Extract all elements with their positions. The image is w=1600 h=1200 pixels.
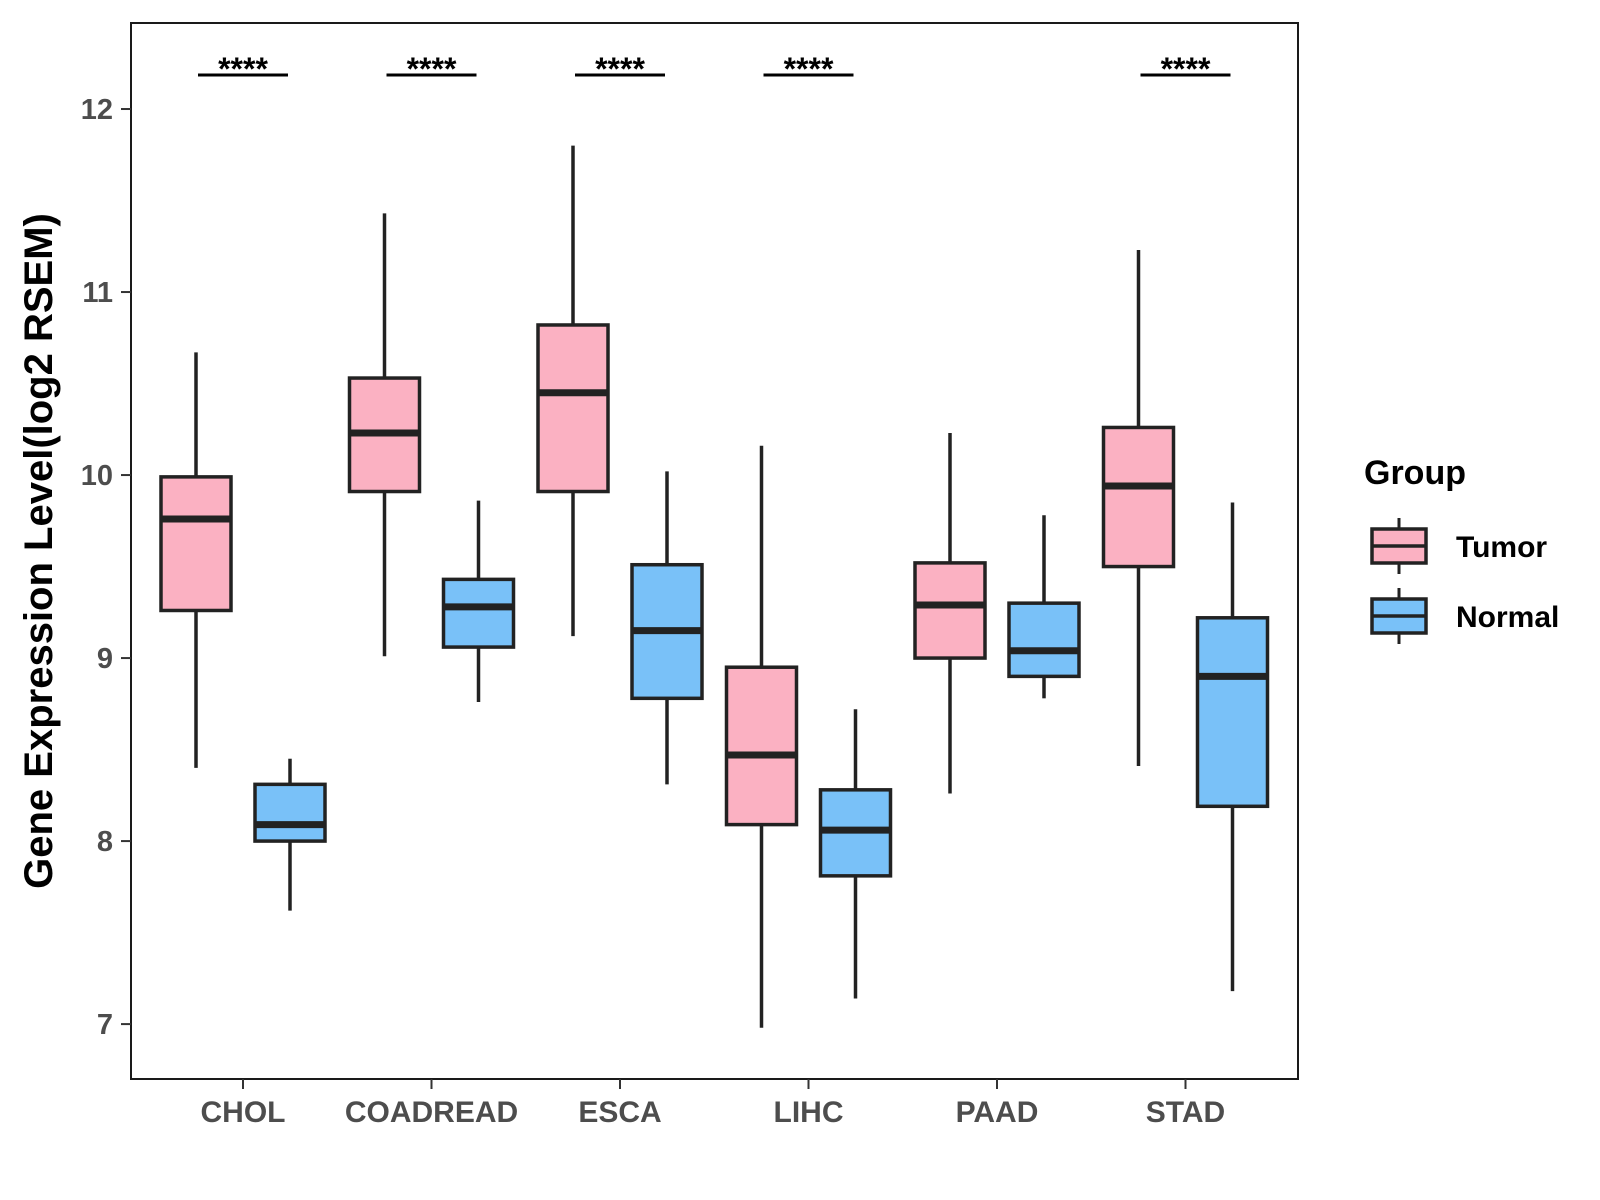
y-tick-label: 12 xyxy=(81,94,113,126)
y-tick-label: 8 xyxy=(97,826,113,858)
box-tumor-chol xyxy=(159,352,233,768)
box-body xyxy=(1101,425,1176,569)
x-tick-label: COADREAD xyxy=(345,1096,518,1129)
x-tick-label: STAD xyxy=(1146,1096,1225,1129)
significance-annotations: **** **** **** **** **** xyxy=(198,51,1231,87)
box-body xyxy=(913,561,987,660)
legend-label: Normal xyxy=(1456,601,1559,634)
y-axis-title: Gene Expression Level(log2 RSEM) xyxy=(17,213,61,889)
box-normal-coadread xyxy=(441,500,516,702)
box-body xyxy=(441,577,516,649)
legend-label: Tumor xyxy=(1456,531,1547,564)
legend-title: Group xyxy=(1364,454,1466,492)
legend: Group Tumor Normal xyxy=(1364,454,1559,644)
box-tumor-esca xyxy=(536,145,610,637)
box-normal-esca xyxy=(630,471,704,785)
x-axis: CHOL COADREAD ESCA LIHC PAAD STAD xyxy=(201,1079,1225,1129)
box-body xyxy=(1007,601,1081,679)
box-body xyxy=(724,665,799,827)
x-tick-label: ESCA xyxy=(578,1096,661,1129)
box-normal-lihc xyxy=(818,709,893,999)
legend-entry-tumor: Tumor xyxy=(1370,518,1547,574)
box-tumor-coadread xyxy=(347,213,422,657)
y-tick-label: 7 xyxy=(97,1009,113,1041)
box-series xyxy=(159,145,1270,1028)
box-body xyxy=(159,475,233,613)
significance-label: **** xyxy=(218,51,268,87)
significance-label: **** xyxy=(1161,51,1211,87)
box-normal-chol xyxy=(253,758,327,911)
significance-label: **** xyxy=(407,51,457,87)
box-normal-stad xyxy=(1195,502,1270,992)
y-tick-label: 11 xyxy=(82,277,113,309)
x-tick-label: PAAD xyxy=(956,1096,1039,1129)
box-body xyxy=(536,323,610,494)
significance-label: **** xyxy=(595,51,645,87)
box-tumor-paad xyxy=(913,432,987,794)
significance-label: **** xyxy=(784,51,834,87)
x-tick-label: LIHC xyxy=(774,1096,844,1129)
legend-entry-normal: Normal xyxy=(1370,588,1559,644)
x-tick-label: CHOL xyxy=(201,1096,286,1129)
y-tick-label: 9 xyxy=(97,643,113,675)
box-tumor-stad xyxy=(1101,249,1176,767)
y-axis: 7 8 9 10 11 12 xyxy=(81,94,131,1041)
box-normal-paad xyxy=(1007,515,1081,699)
box-tumor-lihc xyxy=(724,445,799,1028)
box-body xyxy=(1195,616,1270,809)
box-body xyxy=(253,782,327,843)
y-tick-label: 10 xyxy=(81,460,113,492)
